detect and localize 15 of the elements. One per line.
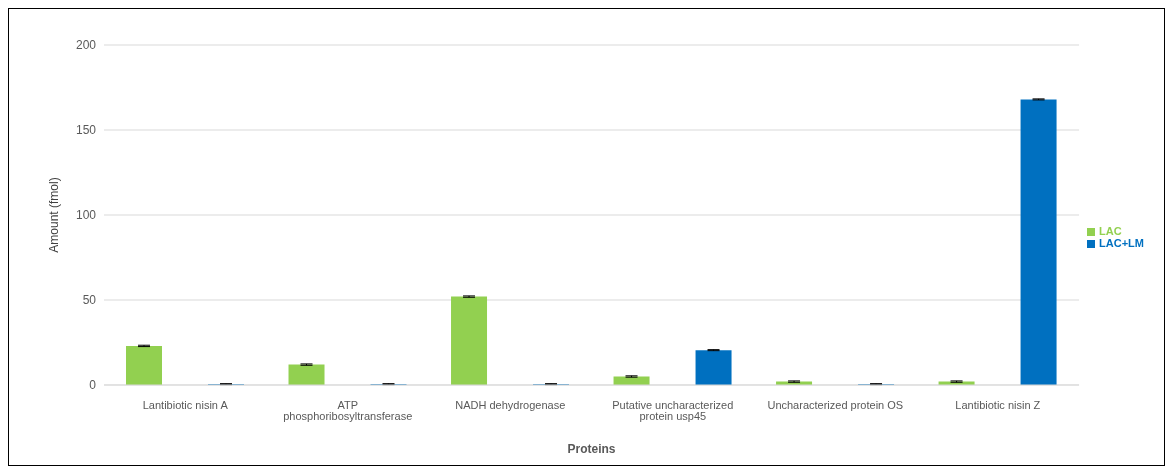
y-tick-label: 100 (75, 208, 97, 223)
y-axis-title: Amount (fmol) (47, 177, 62, 253)
x-tick-label: Lantibiotic nisin A (142, 398, 229, 411)
x-tick-label: Lantibiotic nisin Z (955, 398, 1041, 411)
y-tick-label: 50 (82, 293, 97, 308)
x-tick-label: Uncharacterized protein OS (767, 398, 904, 411)
x-tick-label: NADH dehydrogenase (455, 398, 566, 411)
y-tick-label: 200 (75, 38, 97, 53)
legend-label: LAC+LM (1099, 237, 1144, 249)
y-tick-label: 150 (75, 123, 97, 138)
y-tick-label: 0 (89, 378, 97, 393)
x-axis-title: Proteins (567, 442, 616, 456)
legend-label: LAC (1099, 225, 1122, 237)
x-tick-label: Putative uncharacterized protein usp45 (612, 398, 734, 422)
x-tick-label: ATP phosphoribosyltransferase (283, 398, 413, 422)
